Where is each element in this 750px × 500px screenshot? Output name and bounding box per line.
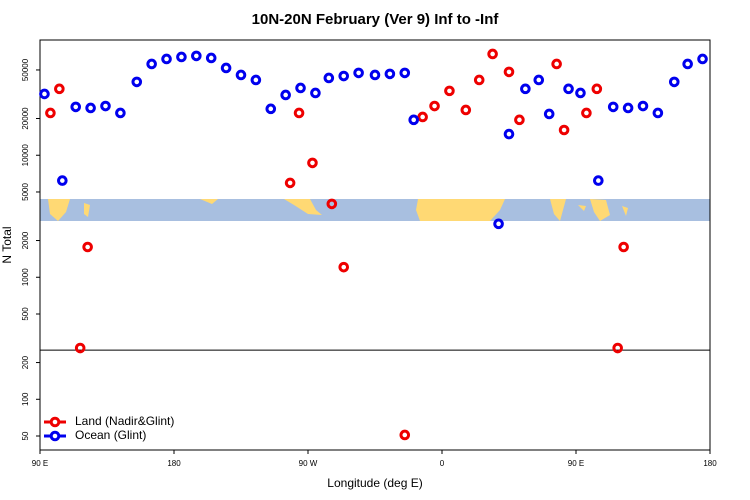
data-point [622, 102, 634, 114]
data-point [70, 101, 82, 113]
data-point [575, 87, 586, 99]
data-point [250, 74, 262, 86]
data-point [487, 48, 498, 60]
y-axis-label: N Total [0, 226, 14, 263]
data-point [353, 67, 364, 79]
data-point [265, 103, 277, 115]
data-point [384, 68, 396, 80]
data-point [417, 111, 428, 123]
data-point [591, 83, 603, 95]
data-point [682, 58, 693, 70]
data-point [444, 85, 455, 97]
data-point [235, 69, 247, 81]
data-point [74, 342, 86, 354]
data-point [338, 261, 350, 273]
legend-label: Land (Nadir&Glint) [75, 414, 174, 428]
data-point [85, 102, 96, 114]
data-point [220, 62, 232, 74]
data-point [558, 124, 570, 136]
data-point [473, 74, 485, 86]
x-tick-label: 90 W [299, 459, 318, 468]
data-point [310, 87, 321, 99]
data-point [460, 104, 472, 116]
y-tick-label: 200 [21, 355, 30, 369]
data-point [45, 107, 56, 119]
x-tick-label: 180 [703, 459, 717, 468]
data-point [131, 76, 143, 88]
data-point [503, 128, 515, 140]
data-point [57, 175, 68, 186]
x-tick-label: 180 [167, 459, 181, 468]
data-point [82, 241, 93, 253]
data-point [493, 218, 504, 230]
data-point [100, 100, 111, 112]
data-point [668, 76, 680, 88]
world-map-strip [40, 199, 710, 221]
y-tick-label: 50000 [21, 58, 30, 81]
y-tick-label: 2000 [21, 231, 30, 249]
data-point [293, 107, 305, 119]
data-point [399, 429, 411, 441]
data-point [581, 107, 592, 119]
data-point [408, 114, 420, 126]
data-point [607, 101, 619, 113]
data-point [146, 58, 157, 70]
y-tick-label: 100 [21, 392, 30, 406]
y-tick-label: 20000 [21, 107, 30, 130]
legend-marker [49, 416, 61, 428]
y-tick-label: 10000 [21, 144, 30, 167]
data-point [637, 100, 649, 112]
x-tick-label: 90 E [568, 459, 584, 468]
data-point [176, 51, 187, 63]
data-point [520, 83, 531, 95]
data-point [503, 66, 515, 78]
data-point [543, 108, 555, 120]
data-point [369, 69, 381, 81]
data-point [39, 88, 50, 100]
chart-title: 10N-20N February (Ver 9) Inf to -Inf [252, 11, 500, 28]
data-point [563, 83, 574, 95]
y-tick-label: 1000 [21, 268, 30, 286]
plot-frame [39, 39, 711, 451]
data-point [284, 177, 296, 189]
data-point [54, 83, 65, 95]
legend-marker [49, 430, 61, 442]
data-point [295, 82, 306, 94]
data-point [618, 241, 629, 253]
data-point [551, 58, 562, 70]
legend-label: Ocean (Glint) [75, 428, 146, 442]
data-point [161, 53, 172, 65]
data-point [115, 107, 126, 119]
data-point [399, 67, 411, 79]
x-tick-label: 0 [440, 459, 445, 468]
data-point [612, 342, 623, 354]
data-point [323, 72, 335, 84]
data-point [514, 114, 525, 126]
data-point [429, 100, 440, 112]
data-point [652, 107, 664, 119]
data-point [205, 52, 217, 64]
x-axis-label: Longitude (deg E) [327, 476, 422, 490]
y-tick-label: 50 [21, 431, 30, 440]
data-point [326, 198, 338, 210]
data-point [191, 50, 202, 62]
data-point [338, 70, 350, 82]
y-tick-label: 500 [21, 307, 30, 321]
data-point [533, 74, 545, 86]
data-point [593, 175, 604, 186]
data-point [697, 53, 708, 65]
x-tick-label: 90 E [32, 459, 48, 468]
y-tick-label: 5000 [21, 183, 30, 201]
data-point [280, 89, 291, 101]
data-point [307, 157, 318, 169]
